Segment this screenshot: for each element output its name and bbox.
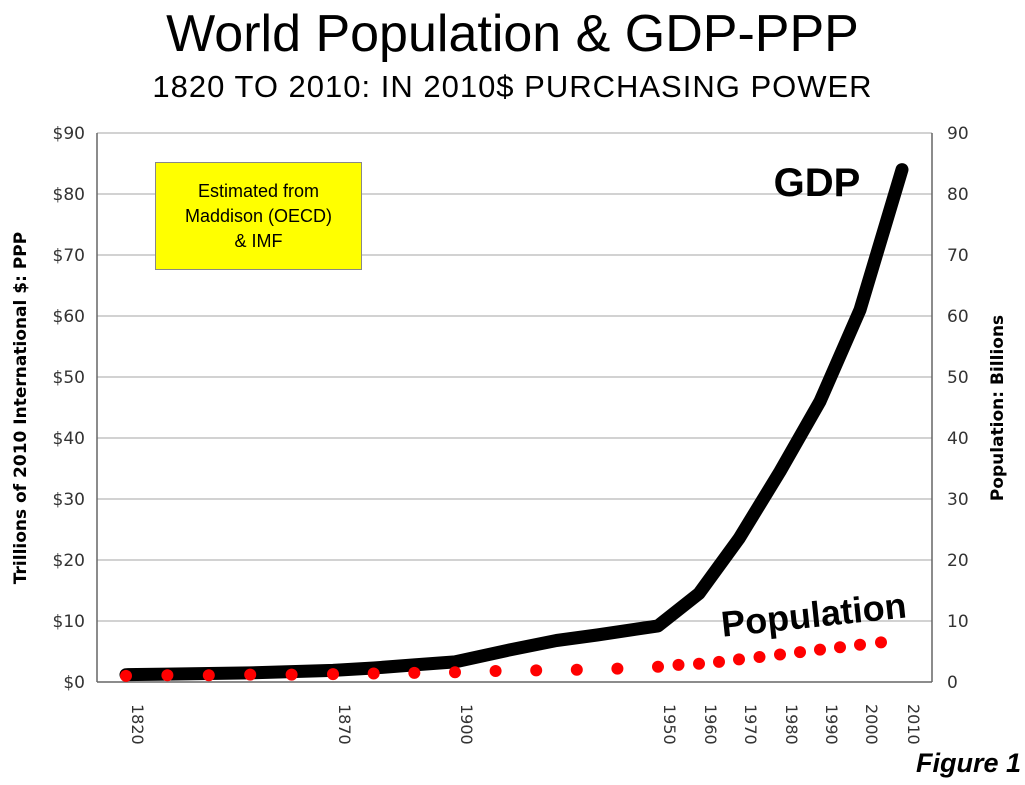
x-tick-label: 1980 (782, 704, 801, 745)
x-tick-label: 2000 (862, 704, 881, 745)
population-point (449, 666, 461, 679)
population-point (854, 638, 866, 651)
population-point (834, 641, 846, 654)
figure-label: Figure 1 (915, 748, 1021, 778)
series-label-gdp: GDP (774, 161, 861, 205)
population-point (161, 669, 174, 682)
y-left-tick-label: $80 (53, 185, 85, 205)
gridlines (96, 132, 933, 683)
population-point (530, 664, 543, 677)
y-right-tick-label: 60 (947, 307, 969, 327)
y-right-tick-label: 20 (947, 551, 969, 571)
x-tick-label: 1900 (457, 704, 476, 745)
y-right-tick-label: 10 (947, 612, 969, 632)
y-left-tick-label: $50 (53, 368, 85, 388)
population-point (875, 636, 887, 649)
source-note-box: Estimated from Maddison (OECD) & IMF (155, 162, 362, 270)
x-axis-ticks: 1820 1870 1900 1950 1960 1970 1980 1990 2000 2010 (128, 704, 923, 745)
x-tick-label: 1990 (822, 704, 841, 745)
source-note-line: Maddison (OECD) (184, 205, 333, 226)
chart-title: World Population & GDP-PPP (166, 5, 859, 63)
x-tick-label: 1870 (335, 704, 354, 745)
y-right-tick-label: 40 (947, 429, 969, 449)
population-point (244, 668, 257, 681)
series-population (120, 636, 887, 682)
x-tick-label: 1950 (660, 704, 679, 745)
y-right-tick-label: 50 (947, 368, 969, 388)
right-axis-ticks: 0 10 20 30 40 50 60 70 80 90 (947, 124, 969, 693)
x-tick-label: 1820 (128, 704, 147, 745)
y-left-tick-label: $20 (53, 551, 85, 571)
y-left-tick-label: $0 (63, 673, 85, 693)
population-point (202, 669, 215, 682)
y-left-tick-label: $40 (53, 429, 85, 449)
y-right-tick-label: 80 (947, 185, 969, 205)
population-point (367, 667, 380, 680)
source-note-line: Estimated from (197, 180, 320, 201)
population-point (611, 662, 624, 675)
x-tick-label: 2010 (904, 704, 923, 745)
left-axis-ticks: $0 $10 $20 $30 $40 $50 $60 $70 $80 $90 (53, 124, 85, 693)
population-point (794, 646, 806, 659)
y-axis-left-title: Trillions of 2010 International $: PPP (11, 232, 31, 584)
source-note-line: & IMF (234, 230, 283, 251)
population-point (713, 655, 725, 668)
y-left-tick-label: $60 (53, 307, 85, 327)
population-point (408, 666, 421, 679)
y-right-tick-label: 30 (947, 490, 969, 510)
x-tick-label: 1970 (741, 704, 760, 745)
population-point (693, 657, 705, 670)
population-point (774, 648, 786, 661)
y-left-tick-label: $90 (53, 124, 85, 144)
population-point (120, 669, 132, 682)
series-label-population: Population (719, 584, 908, 644)
chart-subtitle: 1820 TO 2010: IN 2010$ PURCHASING POWER (152, 69, 873, 104)
population-point (327, 668, 339, 681)
population-point (489, 665, 502, 678)
population-point (753, 650, 766, 663)
population-point (570, 663, 583, 676)
y-left-tick-label: $30 (53, 490, 85, 510)
population-point (672, 658, 685, 671)
population-point (814, 643, 826, 656)
y-left-tick-label: $70 (53, 246, 85, 266)
y-right-tick-label: 90 (947, 124, 969, 144)
y-left-tick-label: $10 (53, 612, 85, 632)
population-point (285, 668, 298, 681)
population-point (733, 653, 745, 666)
y-right-tick-label: 0 (947, 673, 958, 693)
y-axis-right-title: Population: Billions (988, 315, 1008, 501)
population-point (652, 660, 664, 673)
x-tick-label: 1960 (701, 704, 720, 745)
y-right-tick-label: 70 (947, 246, 969, 266)
